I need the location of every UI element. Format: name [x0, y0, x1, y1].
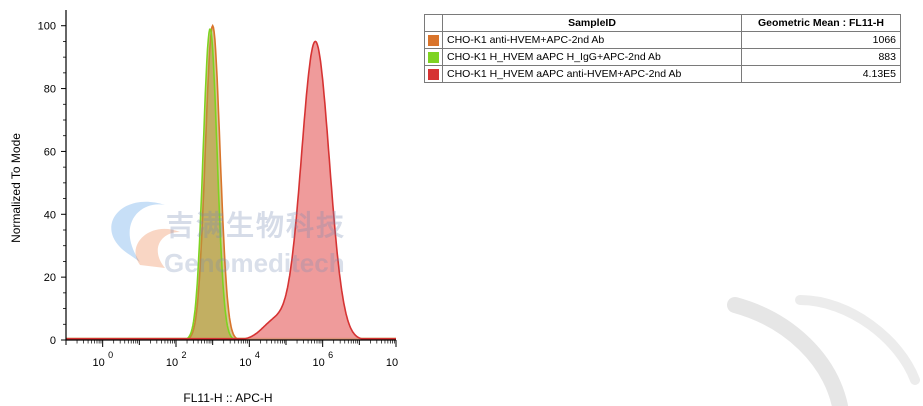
- histogram-fill-orange: [66, 25, 396, 340]
- sample-name: CHO-K1 H_HVEM aAPC anti-HVEM+APC-2nd Ab: [442, 65, 742, 83]
- y-axis-label: Normalized To Mode: [9, 133, 23, 243]
- x-tick-label: 10: [166, 357, 178, 369]
- color-swatch: [428, 68, 439, 80]
- y-tick-label: 40: [44, 209, 56, 221]
- histogram-line-green: [66, 28, 396, 340]
- table-row: CHO-K1 H_HVEM aAPC anti-HVEM+APC-2nd Ab …: [424, 65, 901, 83]
- y-tick-label: 100: [38, 21, 56, 33]
- table-header-row: SampleID Geometric Mean : FL11-H: [424, 14, 901, 32]
- geomean-header: Geometric Mean : FL11-H: [741, 14, 901, 32]
- sample-name: CHO-K1 anti-HVEM+APC-2nd Ab: [442, 31, 742, 49]
- swatch-header: [424, 14, 443, 32]
- sample-name: CHO-K1 H_HVEM aAPC H_IgG+APC-2nd Ab: [442, 48, 742, 66]
- sample-table: SampleID Geometric Mean : FL11-H CHO-K1 …: [424, 14, 901, 83]
- x-axis-label: FL11-H :: APC-H: [183, 391, 272, 405]
- geomean-value: 4.13E5: [741, 65, 901, 83]
- y-tick-label: 0: [50, 335, 56, 347]
- x-tick-label: 10: [386, 357, 398, 369]
- histogram-fill-red: [66, 41, 396, 341]
- x-tick-exponent: 4: [255, 350, 260, 360]
- x-tick-exponent: 6: [328, 350, 333, 360]
- sampleid-header: SampleID: [442, 14, 742, 32]
- geomean-value: 1066: [741, 31, 901, 49]
- histogram-plot: 020406080100100102104106108 Normalized T…: [9, 10, 398, 405]
- y-tick-label: 60: [44, 146, 56, 158]
- x-tick-label: 10: [239, 357, 251, 369]
- histogram-fill-green: [66, 29, 396, 341]
- color-swatch: [428, 34, 439, 46]
- color-swatch: [428, 51, 439, 63]
- x-tick-exponent: 2: [181, 350, 186, 360]
- y-tick-label: 20: [44, 272, 56, 284]
- histogram-line-orange: [66, 23, 396, 340]
- logo-swirl-blue: [111, 201, 165, 262]
- histogram-line-red: [66, 40, 396, 340]
- logo-swirl-orange: [135, 228, 180, 268]
- x-tick-label: 10: [313, 357, 325, 369]
- watermark-logo: [111, 201, 180, 268]
- x-tick-label: 10: [93, 357, 105, 369]
- table-row: CHO-K1 H_HVEM aAPC H_IgG+APC-2nd Ab 883: [424, 48, 901, 66]
- y-tick-label: 80: [44, 84, 56, 96]
- geomean-value: 883: [741, 48, 901, 66]
- x-tick-exponent: 0: [108, 350, 113, 360]
- table-row: CHO-K1 anti-HVEM+APC-2nd Ab 1066: [424, 31, 901, 49]
